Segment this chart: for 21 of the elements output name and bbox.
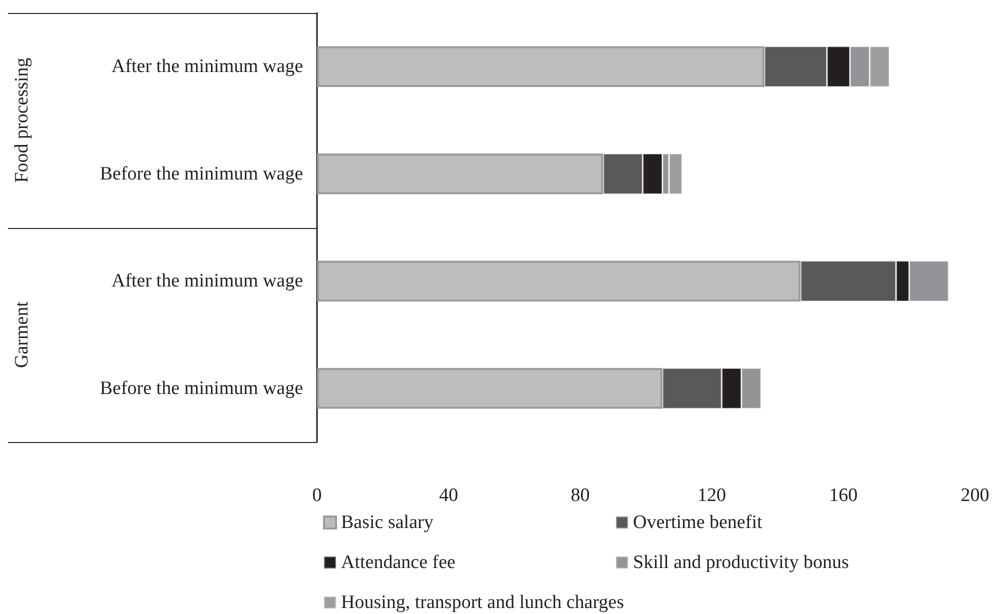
legend-label: Skill and productivity bonus bbox=[633, 552, 849, 573]
x-tick-label: 0 bbox=[312, 485, 322, 506]
bar bbox=[317, 46, 764, 88]
x-tick-label: 120 bbox=[698, 485, 726, 506]
text: Food processing bbox=[12, 57, 32, 183]
x-tick-label: 160 bbox=[829, 485, 858, 506]
x-tick-label: 80 bbox=[570, 485, 590, 506]
y-tick-label: After the minimum wage bbox=[111, 270, 303, 292]
legend-label: Overtime benefit bbox=[633, 512, 763, 533]
bar bbox=[317, 154, 604, 194]
y-tick-label: Before the minimum wage bbox=[100, 378, 303, 399]
bar bbox=[317, 368, 662, 409]
text: Garment bbox=[12, 300, 32, 368]
x-tick-label: 40 bbox=[439, 485, 458, 506]
legend-label: Attendance fee bbox=[341, 552, 456, 573]
y-tick-label: After the minimum wage bbox=[111, 56, 303, 78]
y-tick-label: Before the minimum wage bbox=[100, 163, 303, 184]
x-tick-label: 200 bbox=[960, 485, 990, 506]
legend-label: Basic salary bbox=[341, 512, 434, 533]
bar bbox=[317, 260, 801, 302]
legend-label: Housing, transport and lunch charges bbox=[341, 592, 624, 613]
